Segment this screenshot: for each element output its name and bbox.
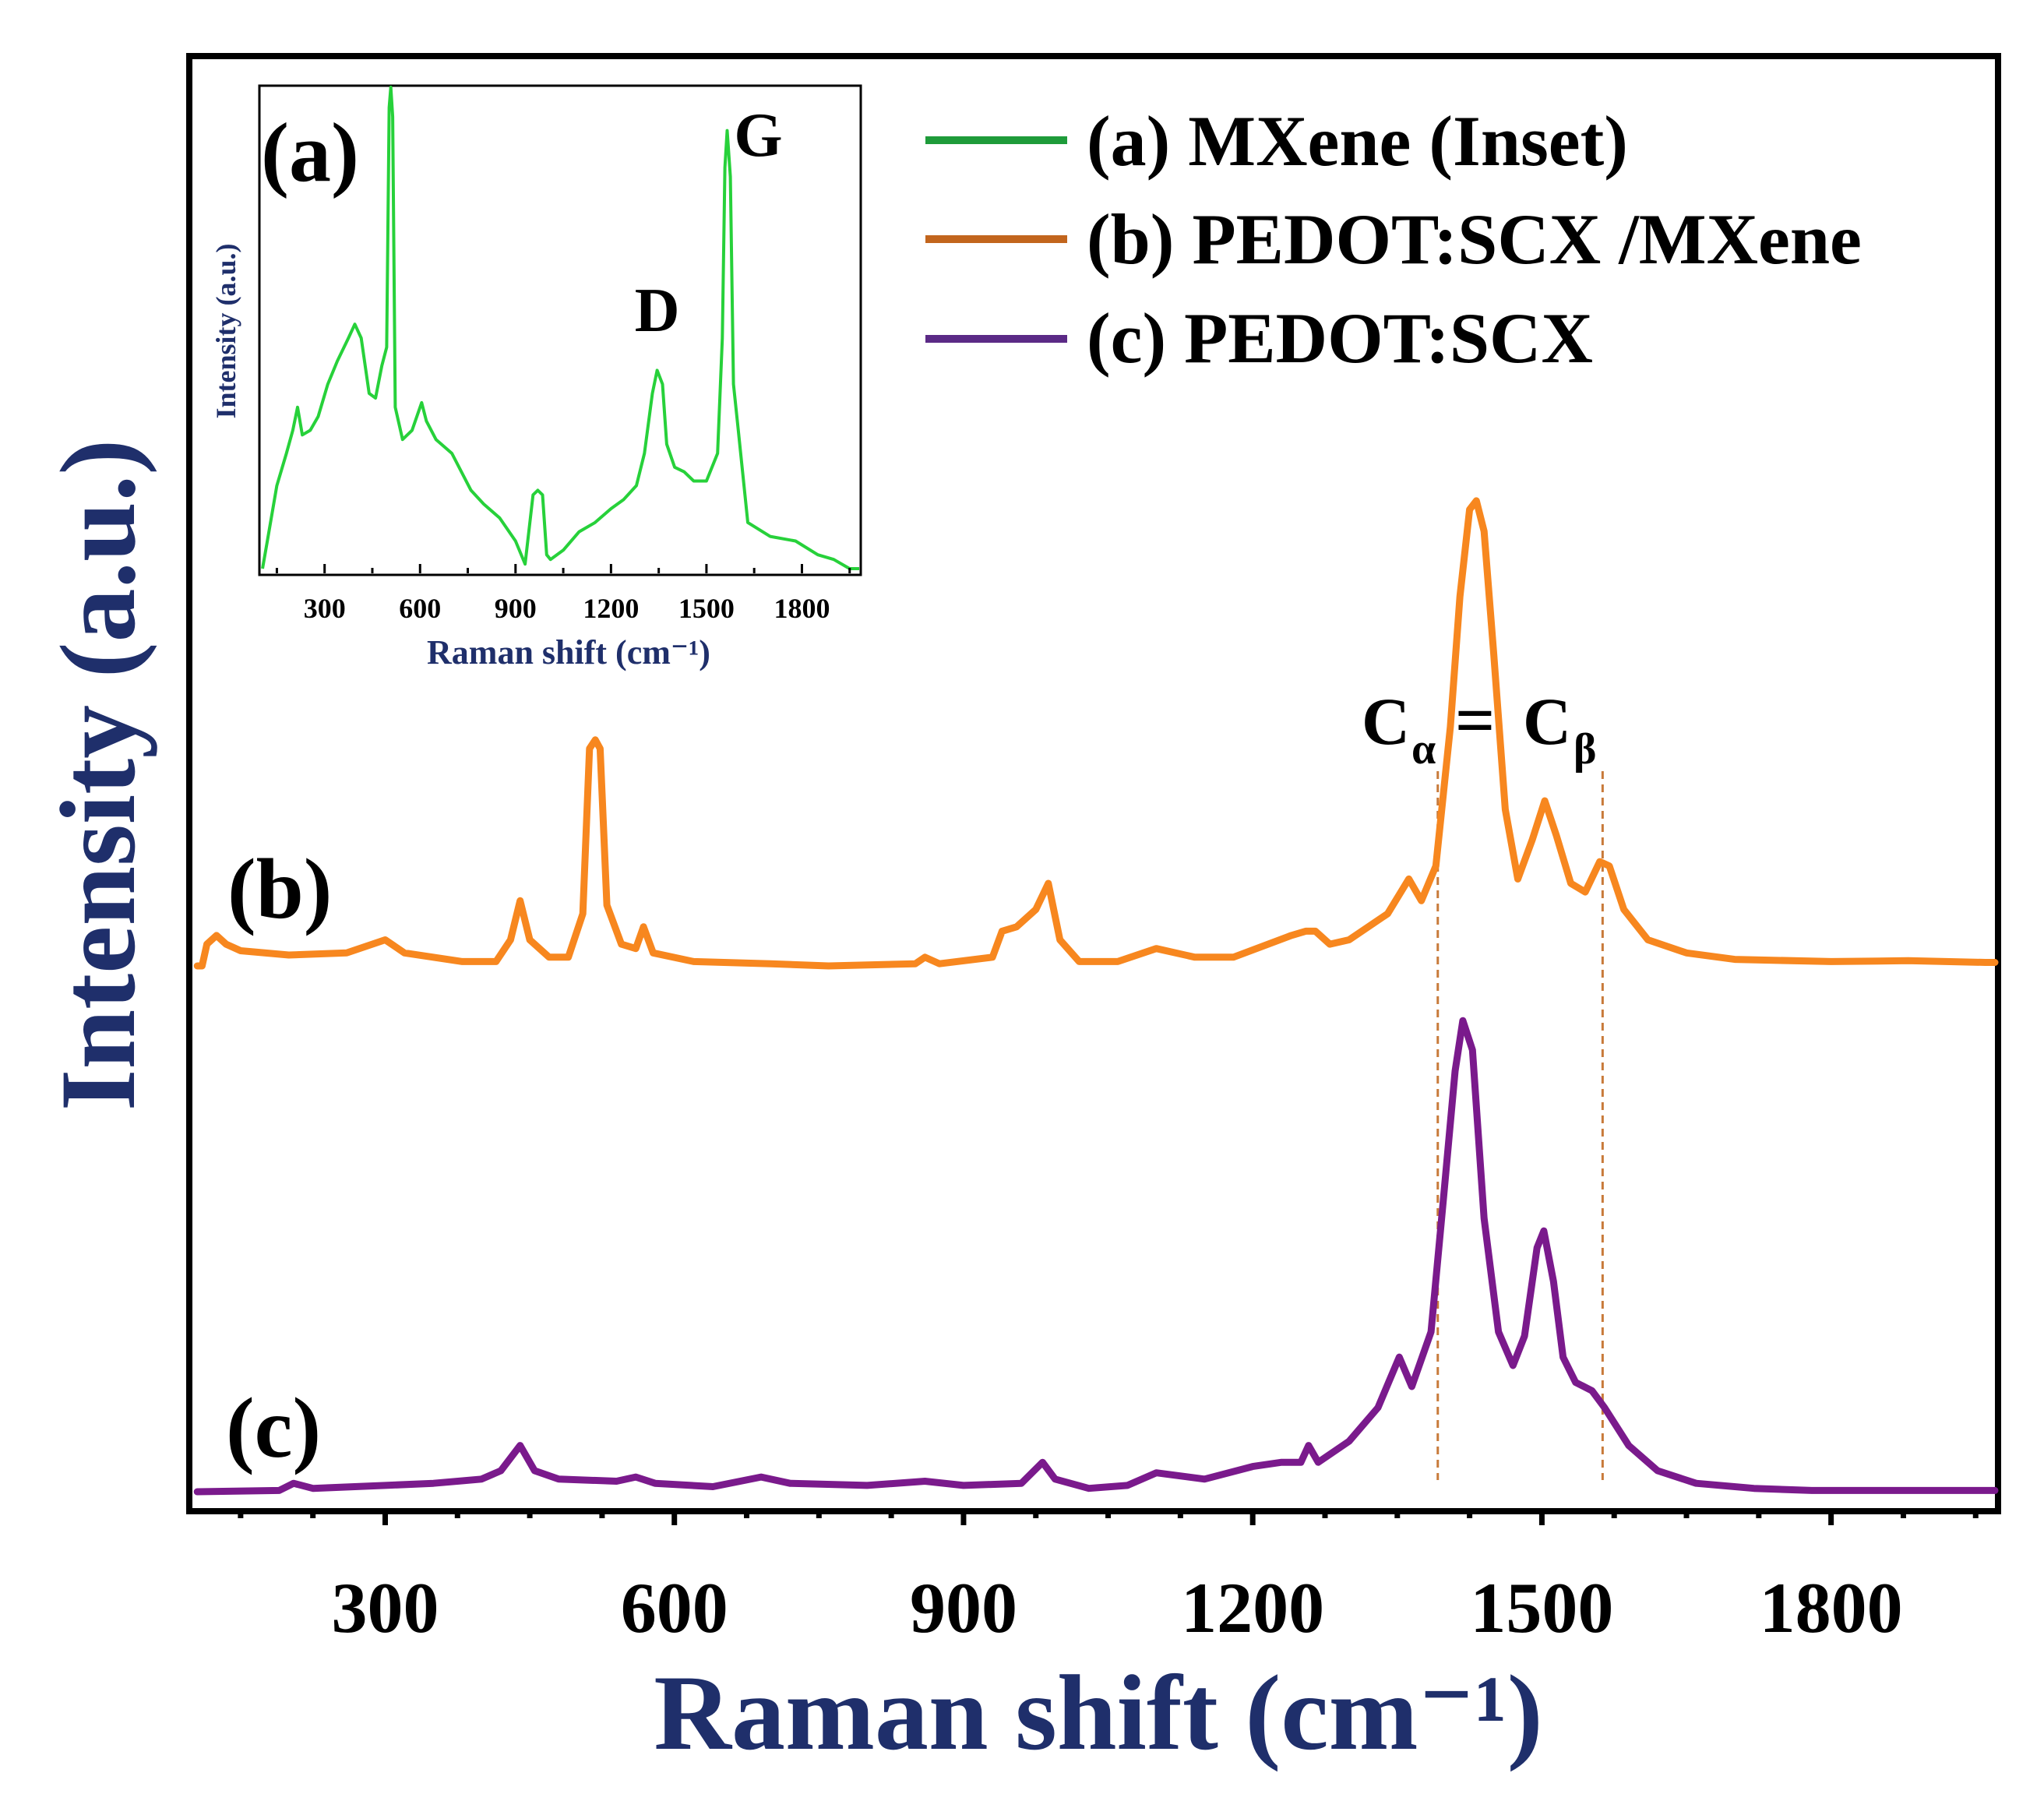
- inset-chart: 300 600 900 1200 1500 1800 (a) D G Intensity …: [210, 84, 862, 671]
- series-label-b: (b): [227, 841, 332, 936]
- x-tick-label: 1500: [1470, 1568, 1613, 1648]
- x-tick-label: 1800: [1760, 1568, 1903, 1648]
- main-x-ticks: 300 600 900 1200 1500 1800: [238, 1508, 1979, 1648]
- x-tick-label: 900: [910, 1568, 1017, 1648]
- legend-label-pedot: (c) PEDOT:SCX: [1087, 298, 1593, 378]
- inset-x-tick-label: 1200: [583, 593, 639, 624]
- main-y-axis-title: Intensity (a.u.): [38, 439, 157, 1112]
- inset-peak-label-d: D: [635, 277, 680, 345]
- inset-x-tick-label: 1800: [774, 593, 830, 624]
- x-tick-label: 1200: [1181, 1568, 1324, 1648]
- inset-x-tick-label: 300: [304, 593, 346, 624]
- inset-x-tick-label: 600: [399, 593, 441, 624]
- inset-plot-frame: [258, 84, 862, 576]
- calpha-cbeta-annotation: C α = C β: [1362, 682, 1597, 774]
- inset-series-group: [261, 86, 859, 570]
- inset-peak-label-g: G: [734, 101, 782, 170]
- series-label-c: (c): [226, 1380, 321, 1475]
- main-x-axis-title: Raman shift (cm⁻¹): [654, 1653, 1542, 1772]
- legend: (a) MXene (Inset) (b) PEDOT:SCX /MXene (…: [925, 101, 1862, 378]
- x-tick-label: 600: [621, 1568, 728, 1648]
- inset-x-tick-label: 1500: [678, 593, 735, 624]
- inset-panel-label: (a): [261, 107, 359, 199]
- inset-x-axis-title: Raman shift (cm⁻¹): [427, 633, 710, 671]
- x-tick-label: 300: [331, 1568, 439, 1648]
- alpha-subscript: α: [1411, 725, 1436, 774]
- equals-sign: =: [1455, 682, 1495, 759]
- series-line-mxene: [261, 86, 859, 570]
- legend-label-mxene: (a) MXene (Inset): [1087, 101, 1628, 181]
- inset-y-axis-title: Intensity (a.u.): [210, 243, 241, 418]
- legend-label-pedot-mxene: (b) PEDOT:SCX /MXene: [1087, 199, 1862, 279]
- series-line-pedot-scx: [193, 1017, 1999, 1496]
- c-beta-letter: C: [1523, 684, 1571, 759]
- inset-x-ticks: 300 600 900 1200 1500 1800: [275, 564, 851, 624]
- main-series-group: [193, 497, 1999, 1496]
- series-line-pedot-scx-mxene: [193, 497, 1999, 970]
- c-alpha-letter: C: [1362, 684, 1410, 759]
- inset-x-tick-label: 900: [495, 593, 537, 624]
- beta-subscript: β: [1574, 725, 1597, 774]
